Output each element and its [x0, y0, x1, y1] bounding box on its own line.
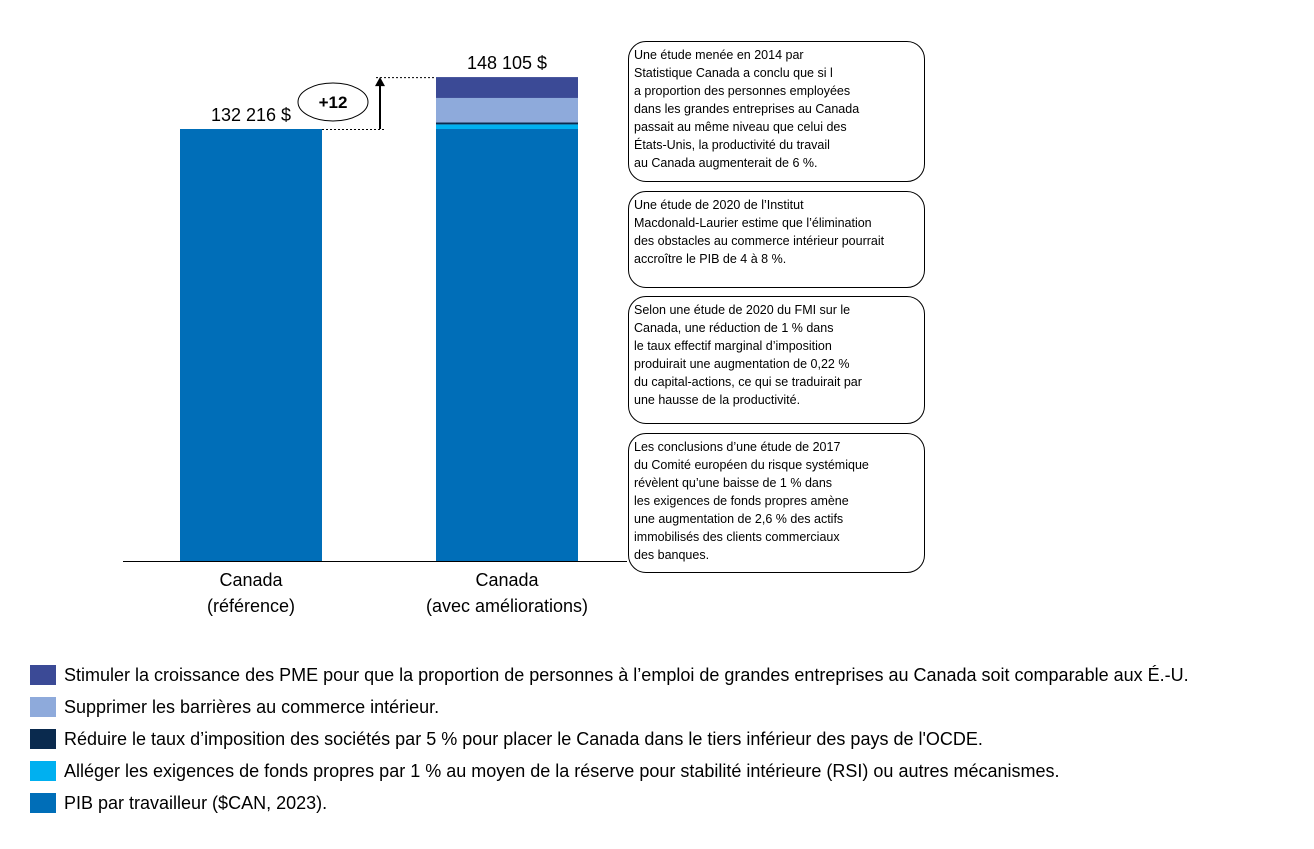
legend-item: PIB par travailleur ($CAN, 2023).	[30, 792, 1189, 814]
bar-segment-1-0	[436, 129, 578, 561]
annotation-box-sme: Une étude menée en 2014 par Statistique …	[628, 41, 925, 182]
legend-label: PIB par travailleur ($CAN, 2023).	[64, 792, 328, 813]
category-label: Canada	[475, 570, 539, 590]
legend-label: Supprimer les barrières au commerce inté…	[64, 696, 440, 717]
category-label: Canada	[219, 570, 283, 590]
legend-label: Stimuler la croissance des PME pour que …	[64, 664, 1189, 685]
stacked-bar-chart: 132 216 $ Canada (référence) 148 105 $ Canad…	[123, 53, 627, 616]
legend-label: Réduire le taux d’imposition des société…	[64, 728, 983, 749]
annotation-box-tax: Selon une étude de 2020 du FMI sur le Ca…	[628, 296, 925, 424]
difference-indicator: +12	[297, 77, 436, 130]
legend: Stimuler la croissance des PME pour que …	[30, 664, 1189, 824]
legend-item: Réduire le taux d’imposition des société…	[30, 728, 1189, 750]
bar-segment-1-4	[436, 77, 578, 98]
legend-item: Alléger les exigences de fonds propres p…	[30, 760, 1189, 782]
legend-swatch	[30, 697, 56, 717]
bars-layer	[180, 77, 578, 561]
labels-layer: 132 216 $ Canada (référence) 148 105 $ Canad…	[207, 53, 588, 616]
bar-total-label: 132 216 $	[211, 105, 291, 125]
bar-segment-0-0	[180, 129, 322, 561]
bar-segment-1-3	[436, 97, 578, 123]
bar-total-label: 148 105 $	[467, 53, 547, 73]
category-label: (référence)	[207, 596, 295, 616]
arrow-head-icon	[375, 77, 385, 87]
legend-item: Supprimer les barrières au commerce inté…	[30, 696, 1189, 718]
legend-swatch	[30, 665, 56, 685]
legend-swatch	[30, 729, 56, 749]
difference-label: +12	[319, 93, 348, 112]
bar-segment-1-1	[436, 124, 578, 129]
legend-swatch	[30, 761, 56, 781]
annotation-box-capital: Les conclusions d’une étude de 2017 du C…	[628, 433, 925, 573]
bar-segment-1-2	[436, 122, 578, 125]
legend-item: Stimuler la croissance des PME pour que …	[30, 664, 1189, 686]
annotation-box-internal-trade: Une étude de 2020 de l’Institut Macdonal…	[628, 191, 925, 288]
difference-bubble	[297, 82, 369, 122]
legend-swatch	[30, 793, 56, 813]
legend-label: Alléger les exigences de fonds propres p…	[64, 760, 1060, 781]
category-label: (avec améliorations)	[426, 596, 588, 616]
